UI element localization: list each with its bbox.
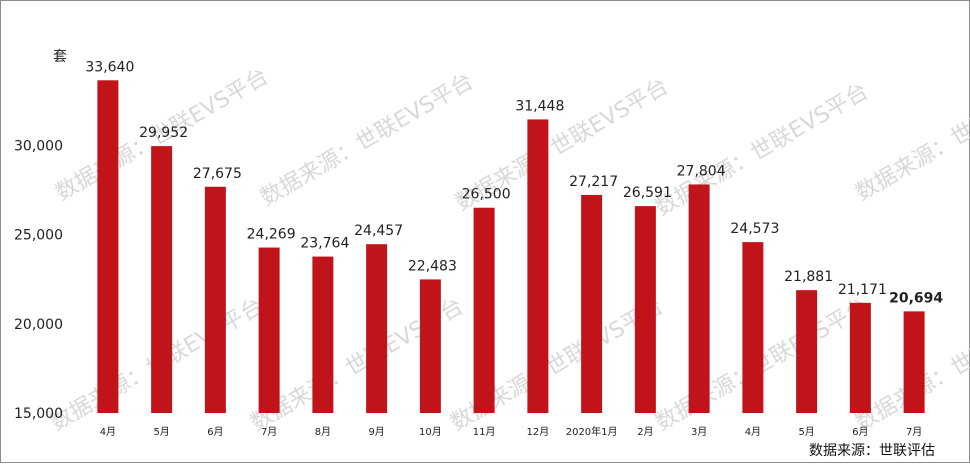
source-note: 数据来源：世联评估 — [809, 443, 935, 459]
x-tick-label: 3月 — [691, 426, 707, 438]
data-label: 31,448 — [515, 98, 564, 114]
x-tick-label: 12月 — [527, 426, 550, 438]
watermark-text: 数据来源：世联EVS平台 — [652, 79, 873, 221]
bar — [420, 279, 441, 413]
data-label: 24,573 — [730, 221, 779, 237]
bar — [527, 119, 548, 413]
watermark-text: 数据来源：世联EVS平台 — [852, 64, 970, 206]
data-label: 22,483 — [408, 258, 457, 274]
x-tick-label: 11月 — [473, 426, 496, 438]
bar — [581, 195, 602, 413]
bar — [205, 187, 226, 413]
data-label: 27,804 — [677, 163, 726, 179]
x-tick-label: 2020年1月 — [566, 425, 618, 438]
y-axis: 15,000 20,000 25,000 30,000 — [14, 138, 63, 422]
data-label: 24,457 — [354, 223, 403, 239]
y-tick-label: 25,000 — [14, 228, 63, 244]
data-label: 27,217 — [569, 174, 618, 190]
data-label: 33,640 — [85, 59, 134, 75]
y-tick-label: 15,000 — [14, 406, 63, 422]
x-tick-label: 2月 — [637, 426, 653, 438]
data-label: 20,694 — [889, 290, 943, 306]
watermark-text: 数据来源：世联EVS平台 — [257, 69, 478, 211]
x-axis: 4月 5月 6月 7月 8月 9月 10月 11月 12月 2020年1月 2月 3月 4月 5月 6月 7月 — [100, 425, 923, 438]
bar — [635, 206, 656, 413]
data-label: 26,591 — [623, 185, 672, 201]
data-label: 21,171 — [838, 282, 887, 298]
x-tick-label: 4月 — [745, 426, 761, 438]
bar — [312, 257, 333, 413]
bar — [97, 80, 118, 413]
x-tick-label: 9月 — [368, 426, 384, 438]
x-tick-label: 4月 — [100, 426, 116, 438]
x-tick-label: 7月 — [906, 426, 922, 438]
bar — [904, 311, 925, 413]
bar — [689, 184, 710, 413]
y-tick-label: 30,000 — [14, 138, 63, 154]
bar — [850, 303, 871, 413]
x-tick-label: 5月 — [798, 426, 814, 438]
x-tick-label: 6月 — [207, 426, 223, 438]
y-unit-label: 套 — [53, 49, 67, 65]
data-label: 26,500 — [462, 187, 511, 203]
x-tick-label: 10月 — [419, 426, 442, 438]
x-tick-label: 5月 — [153, 426, 169, 438]
data-label: 27,675 — [193, 166, 242, 182]
data-label: 29,952 — [139, 125, 188, 141]
bar — [259, 248, 280, 413]
bar — [366, 244, 387, 413]
data-label: 21,881 — [784, 269, 833, 285]
x-tick-label: 6月 — [852, 426, 868, 438]
bar — [151, 146, 172, 413]
y-tick-label: 20,000 — [14, 317, 63, 333]
bar — [742, 242, 763, 413]
bar — [474, 208, 495, 413]
bar — [796, 290, 817, 413]
x-tick-label: 8月 — [315, 426, 331, 438]
data-label: 24,269 — [247, 227, 296, 243]
x-tick-label: 7月 — [261, 426, 277, 438]
watermark-layer: 数据来源：世联EVS平台数据来源：世联EVS平台数据来源：世联EVS平台数据来源… — [47, 64, 970, 436]
data-label: 23,764 — [300, 236, 349, 252]
